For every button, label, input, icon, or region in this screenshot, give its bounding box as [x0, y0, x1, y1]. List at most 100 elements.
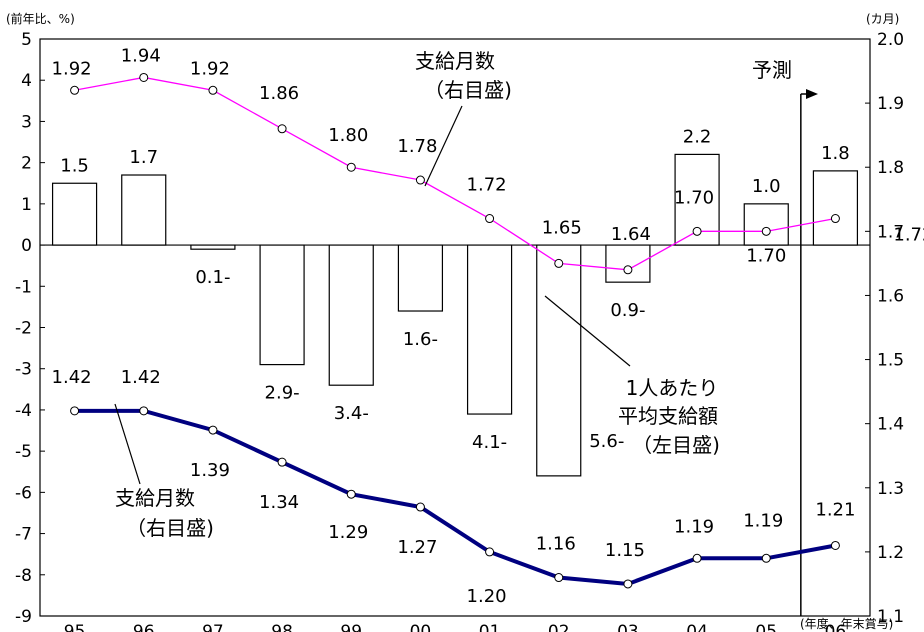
- right-tick-label: 1.1: [877, 607, 904, 627]
- bar: [743, 203, 789, 246]
- left-tick-label: -5: [15, 442, 32, 462]
- upper-line-label: 1.64: [611, 224, 651, 245]
- upper-line-label: 1.72: [893, 225, 924, 246]
- lower-line-name: （右目盛): [126, 516, 214, 540]
- bar: [259, 244, 305, 366]
- upper-line-leader: [424, 105, 463, 187]
- right-tick-label: 1.8: [877, 158, 904, 178]
- x-tick-label: 96: [133, 622, 155, 632]
- right-tick-label: 1.9: [877, 94, 904, 114]
- x-tick-label: 06: [825, 622, 847, 632]
- x-axis-unit: (年度、年末賞与): [800, 616, 893, 631]
- x-tick-label: 00: [410, 622, 432, 632]
- lower-line-label: 1.34: [259, 492, 299, 513]
- bar-value-label: 1.5: [60, 155, 89, 176]
- bar: [812, 170, 859, 246]
- lower-line-point: [692, 553, 702, 563]
- bar-value-label: 1.7: [129, 147, 158, 168]
- bar-value-label: 2.2: [683, 126, 712, 147]
- left-tick-label: 3: [21, 112, 32, 132]
- lower-line-label: 1.42: [121, 367, 161, 388]
- bar: [466, 244, 513, 415]
- x-tick-label: 05: [755, 622, 777, 632]
- lower-line-point: [761, 553, 771, 563]
- lower-line-leader: [114, 403, 141, 485]
- bars-name: 平均支給額: [618, 404, 718, 428]
- upper-line-label: 1.94: [121, 45, 161, 66]
- upper-line-label: 1.72: [467, 175, 507, 196]
- lower-line-label: 1.19: [743, 510, 783, 531]
- x-tick-label: 95: [64, 622, 86, 632]
- lower-line-label: 1.21: [815, 499, 855, 520]
- upper-line-point: [70, 85, 80, 95]
- left-tick-label: 0: [21, 236, 32, 256]
- upper-line-point: [623, 265, 633, 275]
- left-tick-label: -9: [15, 607, 32, 627]
- forecast-arrow-head: [806, 89, 818, 99]
- right-tick-label: 1.7: [877, 222, 904, 242]
- lower-line-label: 1.39: [190, 460, 230, 481]
- upper-line-label: 1.78: [397, 136, 437, 157]
- lower-line-label: 1.42: [52, 367, 92, 388]
- forecast-label: 予測: [752, 58, 792, 82]
- lower-line-label: 1.19: [674, 516, 714, 537]
- upper-line-point: [554, 258, 564, 268]
- bar-value-label: 1.6-: [403, 329, 438, 350]
- upper-line-point: [761, 226, 771, 236]
- bar: [397, 244, 444, 312]
- right-axis-unit: (カ月): [866, 12, 899, 26]
- lower-line-path: [74, 408, 836, 586]
- left-tick-label: -8: [15, 566, 32, 586]
- lower-line-label: 1.27: [397, 537, 437, 558]
- x-tick-label: 02: [548, 622, 570, 632]
- left-tick-label: -3: [15, 360, 32, 380]
- left-tick-label: 1: [21, 195, 32, 215]
- bar-value-label: 4.1-: [472, 432, 507, 453]
- left-tick-label: -1: [15, 277, 32, 297]
- bar-value-label: 3.4-: [334, 403, 369, 424]
- upper-line-name: 支給月数: [415, 49, 495, 73]
- lower-line-point: [830, 540, 840, 550]
- right-tick-label: 1.3: [877, 479, 904, 499]
- bar-value-label: 5.6-: [589, 431, 624, 452]
- left-tick-label: 5: [21, 30, 32, 50]
- lower-line-point: [346, 489, 356, 499]
- left-tick-label: 4: [21, 71, 32, 91]
- upper-line-point: [208, 85, 218, 95]
- right-tick-label: 2.0: [877, 30, 904, 50]
- lower-line-name: 支給月数: [115, 486, 195, 510]
- right-tick-label: 1.2: [877, 543, 904, 563]
- lower-line-point: [139, 406, 149, 416]
- upper-line-label: 1.92: [190, 58, 230, 79]
- lower-line-point: [70, 406, 80, 416]
- bar: [190, 244, 236, 250]
- bar-series: [51, 153, 859, 477]
- lower-line-point: [208, 425, 218, 435]
- upper-line-point: [485, 214, 495, 224]
- upper-line-point: [415, 175, 425, 185]
- x-tick-label: 97: [202, 622, 224, 632]
- left-tick-label: -7: [15, 525, 32, 545]
- upper-line-point: [277, 124, 287, 134]
- bar: [51, 182, 98, 246]
- left-tick-label: -2: [15, 319, 32, 339]
- upper-line-label: 1.65: [542, 217, 582, 238]
- upper-line-point: [139, 72, 149, 82]
- bar-value-label: 0.1-: [195, 267, 230, 288]
- lower-line-label: 1.29: [328, 522, 368, 543]
- bar: [121, 174, 167, 246]
- left-tick-label: -4: [15, 401, 32, 421]
- lower-line-label: 1.16: [536, 534, 576, 555]
- x-tick-label: 03: [617, 622, 639, 632]
- upper-line-label: 1.86: [259, 83, 299, 104]
- upper-line-point: [692, 226, 702, 236]
- right-tick-label: 1.5: [877, 351, 904, 371]
- lower-line-label: 1.20: [467, 586, 507, 607]
- left-tick-label: 2: [21, 154, 32, 174]
- lower-line-point: [485, 547, 495, 557]
- right-tick-label: 1.6: [877, 286, 904, 306]
- bar: [605, 244, 651, 283]
- upper-line-point: [830, 214, 840, 224]
- upper-line-label: 1.70: [746, 245, 786, 266]
